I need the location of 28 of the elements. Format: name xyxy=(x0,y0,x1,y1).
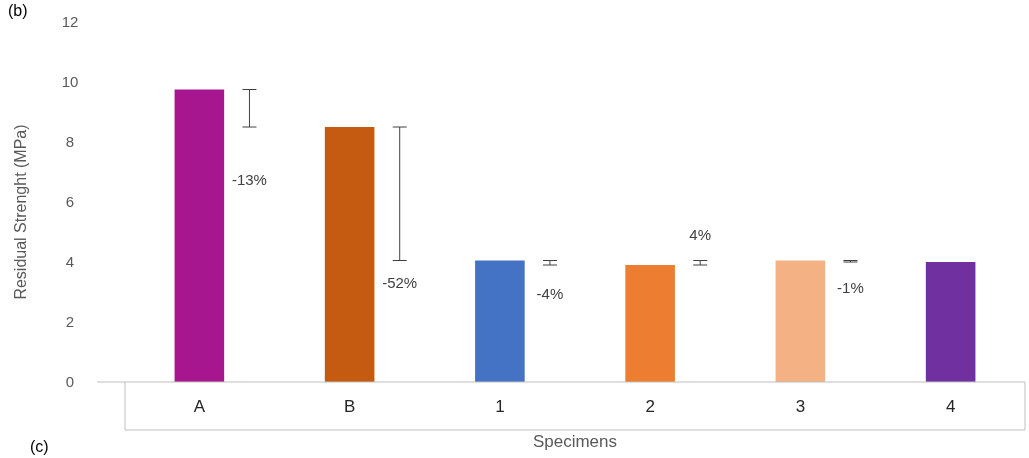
x-tick-label: 3 xyxy=(795,396,806,416)
y-axis-title: Residual Strenght (MPa) xyxy=(12,124,29,300)
x-axis-title: Specimens xyxy=(532,432,618,451)
text: (c) xyxy=(30,438,49,455)
x-tick-label: 4 xyxy=(945,396,956,416)
bar xyxy=(475,260,525,382)
bar xyxy=(324,127,375,382)
y-tick-label: 4 xyxy=(65,253,75,271)
bar xyxy=(925,262,976,382)
y-tick-label: 6 xyxy=(65,193,75,211)
y-tick-label: 10 xyxy=(61,73,79,91)
x-tick-label: B xyxy=(343,396,356,416)
annotation: -1% xyxy=(837,278,864,296)
text: (b) xyxy=(8,2,28,19)
y-tick-label: 2 xyxy=(65,313,75,331)
bar xyxy=(775,260,826,382)
annotation: -52% xyxy=(382,274,418,292)
annotation: 4% xyxy=(689,226,712,244)
bar xyxy=(625,265,675,382)
y-tick-label: 12 xyxy=(61,13,79,31)
y-tick-label: 8 xyxy=(65,133,75,151)
x-tick-label: A xyxy=(193,396,206,416)
annotation: -13% xyxy=(231,170,267,188)
annotation: -4% xyxy=(536,284,564,302)
bar xyxy=(174,89,225,382)
y-tick-label: 0 xyxy=(65,373,75,391)
x-tick-label: 2 xyxy=(645,396,655,416)
x-tick-label: 1 xyxy=(495,396,505,416)
